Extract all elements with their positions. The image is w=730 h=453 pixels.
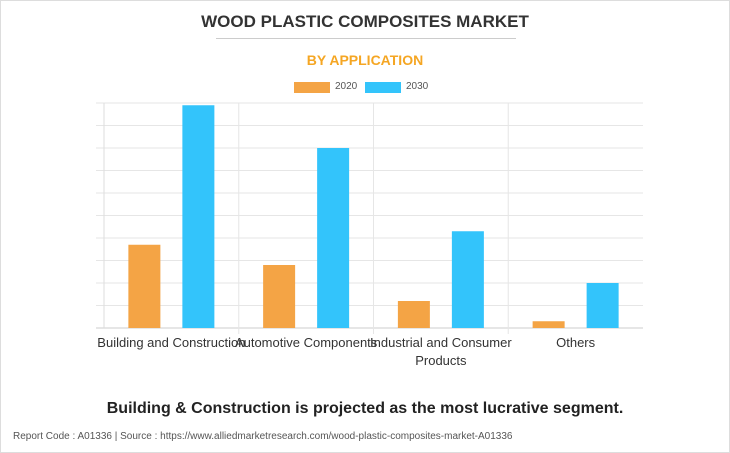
bar — [317, 148, 350, 328]
bar — [182, 105, 215, 328]
footer: Report Code : A01336 | Source : https://… — [13, 431, 513, 442]
bar — [263, 265, 296, 328]
bar — [128, 244, 161, 328]
chart-subtitle: BY APPLICATION — [306, 52, 424, 68]
x-tick-label: Building and Construction — [97, 335, 246, 350]
title-rule — [216, 38, 516, 39]
legend-swatch — [294, 82, 330, 93]
x-tick-label: Automotive Components — [234, 335, 378, 350]
annotation: Building & Construction is projected as … — [106, 400, 624, 417]
bar — [532, 321, 565, 328]
legend-swatch — [365, 82, 401, 93]
bar — [586, 283, 619, 328]
legend-label: 2030 — [406, 81, 429, 92]
legend-label: 2020 — [335, 81, 358, 92]
chart-title: WOOD PLASTIC COMPOSITES MARKET — [201, 12, 529, 31]
x-tick-label: Industrial and Consumer Products — [370, 335, 512, 368]
x-tick-label: Others — [556, 335, 596, 350]
bar — [397, 301, 430, 328]
bar — [451, 231, 484, 328]
